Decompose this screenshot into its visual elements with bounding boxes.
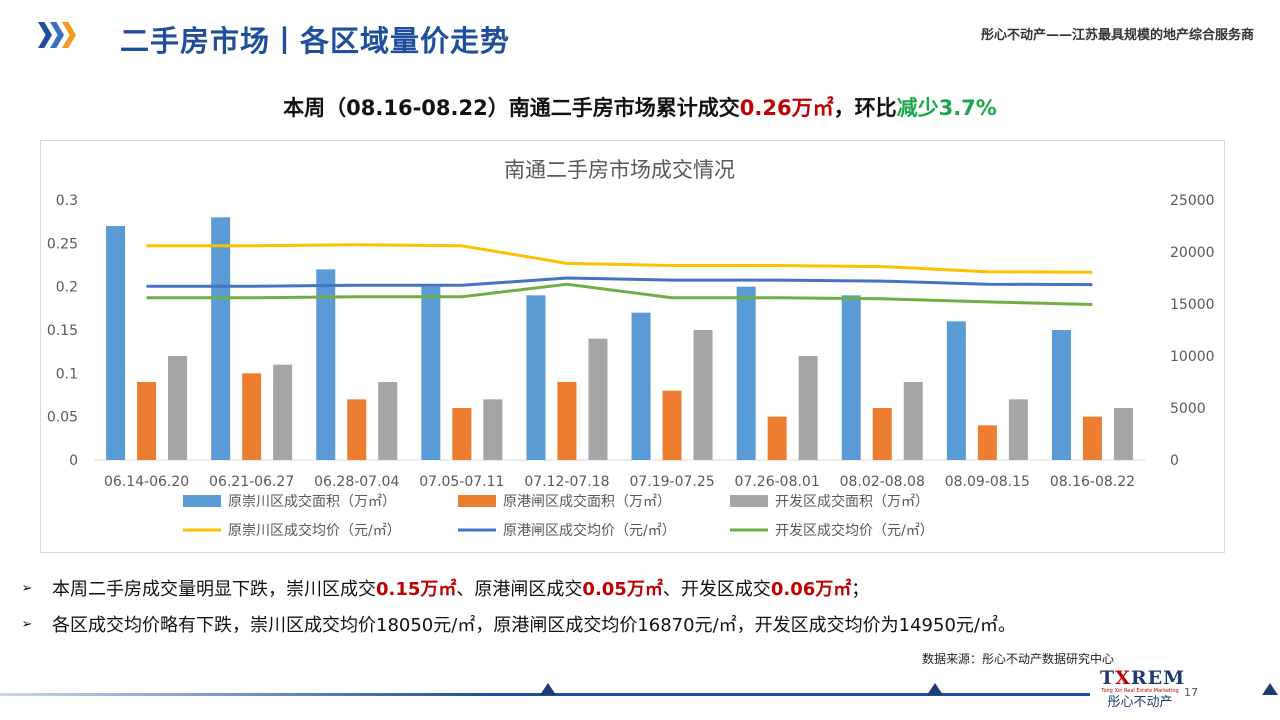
bullet-value: 0.15万㎡ (376, 579, 457, 600)
bar (242, 373, 262, 460)
bar (378, 382, 398, 460)
bar (452, 408, 472, 460)
x-tick-label: 06.21-06.27 (209, 474, 294, 490)
y-tick-label: 0.1 (56, 366, 78, 382)
y-tick-label: 0.05 (47, 410, 78, 426)
x-tick-label: 06.14-06.20 (104, 474, 189, 490)
y2-tick-label: 10000 (1170, 349, 1215, 365)
y2-tick-label: 15000 (1170, 297, 1215, 313)
company-tagline: 彤心不动产——江苏最具规模的地产综合服务商 (980, 28, 1254, 43)
bullet-volume: ➢ 本周二手房成交量明显下跌，崇川区成交 0.15万㎡ 、原港闸区成交 0.05万㎡、… (12, 570, 1262, 606)
bar (798, 356, 818, 460)
headline-volume: 0.26万㎡ (739, 96, 834, 120)
bar (977, 425, 997, 460)
x-tick-label: 07.19-07.25 (629, 474, 714, 490)
y-tick-label: 0.15 (47, 323, 78, 339)
y-tick-label: 0 (69, 453, 78, 469)
bar (1051, 330, 1071, 460)
y-tick-label: 0.25 (47, 236, 78, 252)
legend-label: 原崇川区成交面积（万㎡） (228, 493, 396, 510)
line-series (146, 282, 1093, 306)
x-tick-label: 07.05-07.11 (419, 474, 504, 490)
bullet-text: 、开发区成交 (662, 579, 771, 600)
bar (588, 338, 608, 460)
bullet-value: 0.05万㎡ (582, 579, 663, 600)
legend-label: 原港闸区成交均价（元/㎡） (503, 522, 676, 539)
bar (211, 217, 231, 460)
line-series (146, 276, 1093, 288)
y2-tick-label: 5000 (1170, 401, 1206, 417)
bar (526, 295, 546, 460)
legend-label: 原崇川区成交均价（元/㎡） (228, 522, 401, 539)
triangle-marker-icon (1262, 683, 1278, 695)
x-tick-label: 08.16-08.22 (1050, 474, 1135, 490)
x-tick-label: 08.09-08.15 (945, 474, 1030, 490)
bar (1008, 399, 1028, 460)
x-tick-label: 08.02-08.08 (840, 474, 925, 490)
slide-header: 二手房市场丨各区域量价走势 彤心不动产——江苏最具规模的地产综合服务商 (0, 0, 1280, 70)
bar (841, 295, 861, 460)
bullet-value: 0.06万㎡ (770, 579, 852, 600)
legend-swatch (730, 495, 768, 507)
legend-label: 开发区成交面积（万㎡） (775, 493, 929, 510)
bar (316, 269, 336, 460)
line-series (146, 243, 1093, 274)
bar (631, 312, 651, 460)
bar (557, 382, 577, 460)
page-title: 二手房市场丨各区域量价走势 (120, 24, 511, 58)
x-tick-label: 07.12-07.18 (524, 474, 609, 490)
bullet-text: 各区成交均价略有下跌，崇川区成交均价18050元/㎡，原港闸区成交均价16870… (52, 615, 1016, 636)
bullet-text: ； (851, 579, 870, 600)
bullet-arrow-icon: ➢ (21, 616, 33, 632)
x-tick-label: 06.28-07.04 (314, 474, 399, 490)
bar (421, 286, 441, 460)
transaction-chart: 南通二手房市场成交情况 0 0.05 0.1 0.15 0.2 0.25 0.3 0 5000 10… (47, 158, 1215, 539)
bullet-text: 、原港闸区成交 (456, 579, 583, 600)
triangle-marker-icon (927, 683, 943, 695)
bullet-price: ➢ 各区成交均价略有下跌，崇川区成交均价18050元/㎡，原港闸区成交均价168… (12, 606, 1262, 642)
bar (106, 226, 126, 460)
y2-tick-label: 0 (1170, 453, 1179, 469)
data-source: 数据来源：彤心不动产数据研究中心 (922, 652, 1115, 666)
y2-tick-label: 20000 (1170, 245, 1215, 261)
bullet-text: 本周二手房成交量明显下跌，崇川区成交 (52, 579, 376, 600)
bullet-list: ➢ 本周二手房成交量明显下跌，崇川区成交 0.15万㎡ 、原港闸区成交 0.05万㎡、… (12, 570, 1262, 642)
bar (273, 364, 293, 460)
bar (662, 390, 682, 460)
bar (1113, 408, 1133, 460)
headline-change: 减少3.7% (896, 96, 997, 120)
y-tick-label: 0.2 (56, 280, 78, 296)
bar (767, 416, 787, 460)
bar (872, 408, 892, 460)
chart-title: 南通二手房市场成交情况 (504, 158, 735, 182)
triangle-marker-icon (540, 683, 556, 695)
x-tick-label: 07.26-08.01 (735, 474, 820, 490)
headline-text: 本周（08.16-08.22）南通二手房市场累计成交 (283, 96, 740, 120)
brand-logo: TXREM Tong Xin Real Estate Marketing 彤心不… (1100, 667, 1186, 710)
legend-label: 原港闸区成交面积（万㎡） (503, 493, 671, 510)
bar (736, 286, 756, 460)
y-tick-label: 0.3 (56, 193, 78, 209)
legend-label: 开发区成交均价（元/㎡） (775, 522, 934, 539)
bar (347, 399, 367, 460)
bar (1082, 416, 1102, 460)
legend-swatch (458, 495, 496, 507)
page-number: 17 (1184, 686, 1198, 699)
headline-text-2: ，环比 (833, 96, 897, 120)
bar (168, 356, 188, 460)
bar (903, 382, 923, 460)
y2-tick-label: 25000 (1170, 193, 1215, 209)
bar (693, 330, 713, 460)
summary-headline: 本周（08.16-08.22）南通二手房市场累计成交0.26万㎡，环比减少3.7… (0, 92, 1280, 122)
chevron-arrows-icon (38, 22, 76, 48)
bar (137, 382, 157, 460)
legend-swatch (183, 495, 221, 507)
bar (483, 399, 503, 460)
bullet-arrow-icon: ➢ (21, 580, 33, 596)
bar (946, 321, 966, 460)
